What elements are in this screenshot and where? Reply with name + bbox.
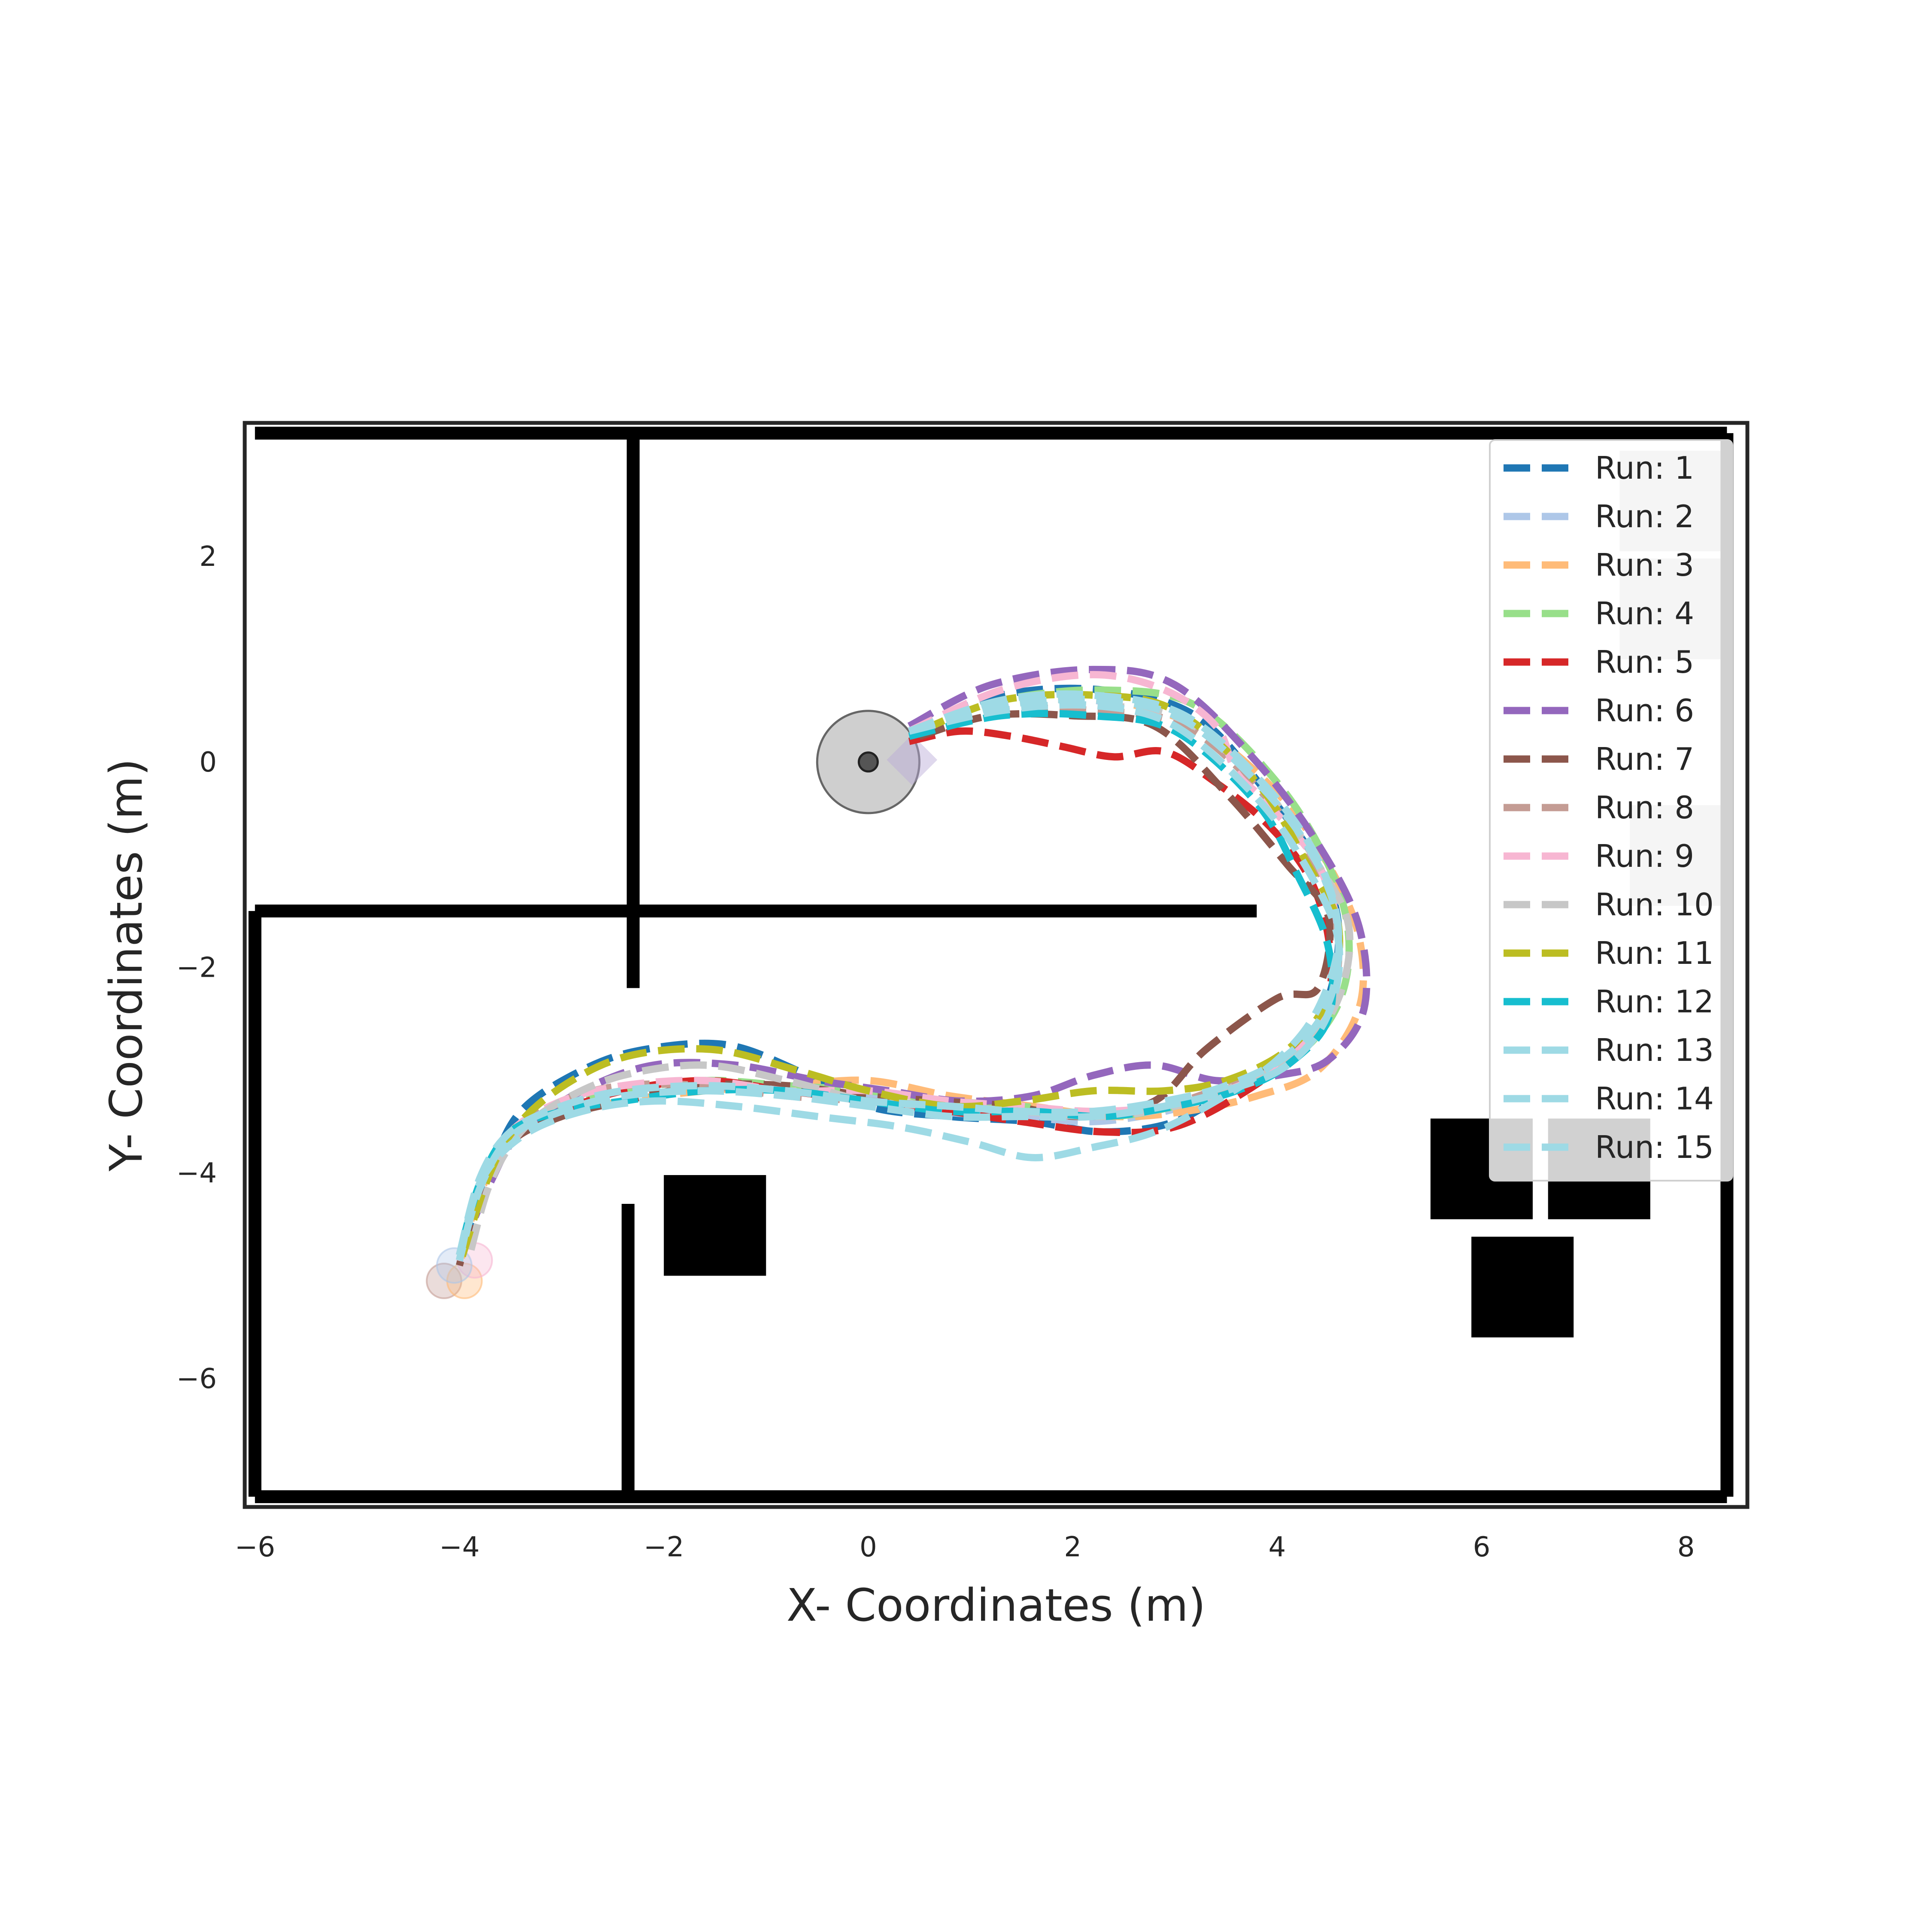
x-tick-label: 4	[1268, 1531, 1286, 1563]
legend: Run: 1 Run: 2 Run: 3 Run: 4 Run: 5 Run: 6 Run:…	[1489, 439, 1733, 1182]
trajectory-run-5	[456, 727, 1335, 1261]
x-tick-label: −2	[644, 1531, 684, 1563]
legend-box	[1489, 439, 1733, 1182]
y-tick-label: −6	[176, 1363, 217, 1395]
trajectory-run-15	[456, 690, 1343, 1256]
legend-label: Run: 13	[1595, 1032, 1714, 1068]
legend-label: Run: 15	[1595, 1129, 1714, 1165]
x-tick-label: 8	[1677, 1531, 1695, 1563]
start-point	[857, 751, 879, 773]
trajectory-run-13	[456, 696, 1343, 1261]
trajectory-run-10	[466, 701, 1354, 1256]
legend-label: Run: 6	[1595, 693, 1694, 729]
legend-label: Run: 2	[1595, 498, 1694, 535]
legend-label: Run: 4	[1595, 595, 1694, 632]
start-goal-markers	[425, 710, 938, 1299]
trajectory-run-6	[456, 665, 1370, 1257]
y-tick-label: 0	[199, 747, 217, 778]
legend-label: Run: 12	[1595, 984, 1714, 1020]
legend-label: Run: 11	[1595, 935, 1714, 971]
legend-label: Run: 8	[1595, 790, 1694, 826]
plot-frame	[243, 421, 1750, 1509]
trajectories	[456, 665, 1370, 1267]
y-axis-label: Y- Coordinates (m)	[100, 759, 152, 1172]
legend-label: Run: 7	[1595, 741, 1694, 777]
legend-label: Run: 14	[1595, 1081, 1714, 1117]
x-tick-label: −6	[235, 1531, 275, 1563]
y-tick-label: 2	[199, 541, 217, 573]
x-axis-label: X- Coordinates (m)	[787, 1579, 1206, 1631]
legend-label: Run: 9	[1595, 838, 1694, 874]
x-tick-label: 0	[860, 1531, 877, 1563]
legend-label: Run: 1	[1595, 450, 1694, 486]
legend-label: Run: 3	[1595, 547, 1694, 583]
y-ticks: 2 0 −2 −4 −6	[176, 541, 217, 1395]
obstacle-4	[1471, 1236, 1574, 1338]
y-tick-label: −2	[176, 952, 217, 984]
obstacle-1	[664, 1175, 766, 1276]
trajectory-run-14	[456, 701, 1343, 1261]
x-tick-label: 2	[1064, 1531, 1081, 1563]
x-tick-label: −4	[439, 1531, 480, 1563]
y-tick-label: −4	[176, 1157, 217, 1189]
legend-label: Run: 10	[1595, 887, 1714, 923]
x-ticks: −6 −4 −2 0 2 4 6 8	[235, 1531, 1695, 1563]
legend-label: Run: 5	[1595, 644, 1694, 680]
x-tick-label: 6	[1473, 1531, 1491, 1563]
